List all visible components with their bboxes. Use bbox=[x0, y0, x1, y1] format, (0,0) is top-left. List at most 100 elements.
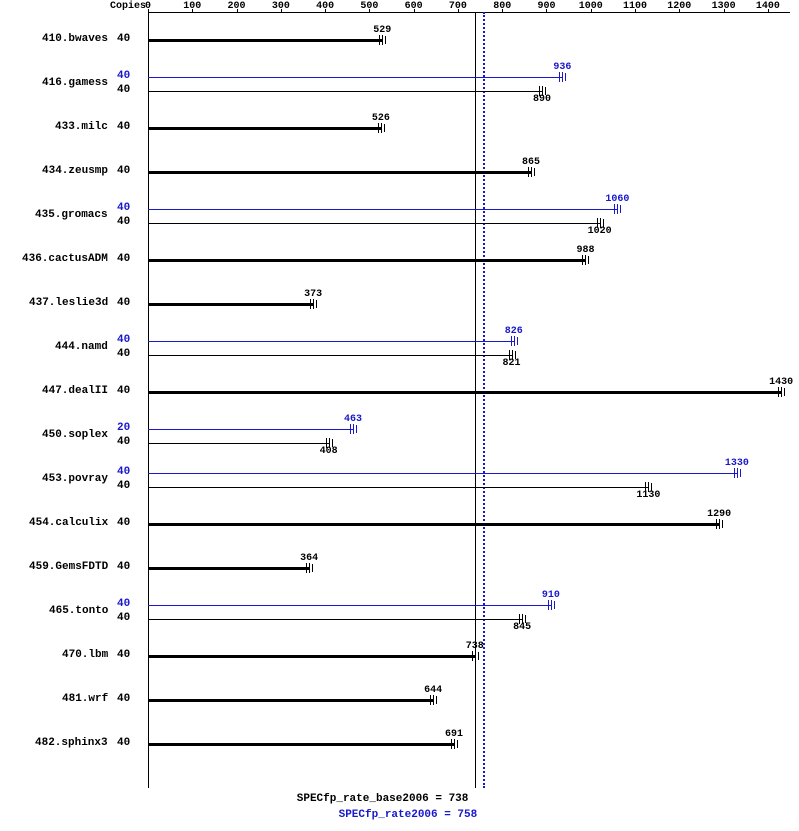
bar-end-tick bbox=[614, 204, 615, 214]
bar-end-tick bbox=[356, 425, 357, 433]
copies-value: 40 bbox=[117, 518, 130, 529]
bar bbox=[148, 91, 542, 92]
reference-connector bbox=[475, 788, 476, 804]
bar-end-tick bbox=[514, 336, 515, 346]
bar bbox=[148, 605, 551, 606]
bar bbox=[148, 443, 329, 444]
bar bbox=[148, 259, 585, 262]
benchmark-chart: Copies0100200300400500600700800900100011… bbox=[0, 0, 799, 831]
bar-end-tick bbox=[511, 336, 512, 346]
bar-end-tick bbox=[517, 337, 518, 345]
bar-value-label: 691 bbox=[445, 730, 463, 740]
benchmark-name: 481.wrf bbox=[62, 694, 108, 705]
bar-end-tick bbox=[617, 204, 618, 214]
bar-end-tick bbox=[562, 72, 563, 82]
bar-end-tick bbox=[554, 601, 555, 609]
bar-end-tick bbox=[313, 299, 314, 309]
copies-value: 40 bbox=[117, 650, 130, 661]
bar-end-tick bbox=[475, 651, 476, 661]
bar-end-tick bbox=[588, 256, 589, 264]
bar-value-label: 1060 bbox=[605, 195, 629, 205]
copies-value: 40 bbox=[117, 203, 130, 214]
benchmark-name: 454.calculix bbox=[29, 518, 108, 529]
bar-end-tick bbox=[472, 651, 473, 661]
benchmark-name: 470.lbm bbox=[62, 650, 108, 661]
bar bbox=[148, 341, 514, 342]
copies-value: 40 bbox=[117, 335, 130, 346]
bar-end-tick bbox=[528, 167, 529, 177]
copies-value: 40 bbox=[117, 166, 130, 177]
x-tick-label: 700 bbox=[449, 2, 467, 12]
benchmark-name: 437.leslie3d bbox=[29, 298, 108, 309]
copies-value: 40 bbox=[117, 254, 130, 265]
bar bbox=[148, 39, 382, 42]
benchmark-name: 435.gromacs bbox=[35, 210, 108, 221]
benchmark-name: 447.dealII bbox=[42, 386, 108, 397]
reference-line bbox=[475, 12, 476, 788]
benchmark-name: 444.namd bbox=[55, 342, 108, 353]
benchmark-name: 482.sphinx3 bbox=[35, 738, 108, 749]
benchmark-name: 450.soplex bbox=[42, 430, 108, 441]
bar-value-label: 845 bbox=[513, 623, 531, 633]
benchmark-name: 410.bwaves bbox=[42, 34, 108, 45]
bar bbox=[148, 655, 475, 658]
bar-end-tick bbox=[551, 600, 552, 610]
bar-end-tick bbox=[433, 695, 434, 705]
x-tick-label: 0 bbox=[145, 2, 151, 12]
bar-end-tick bbox=[384, 124, 385, 132]
bar-end-tick bbox=[582, 255, 583, 265]
x-axis-line bbox=[148, 12, 790, 13]
copies-value: 20 bbox=[117, 423, 130, 434]
bar bbox=[148, 355, 512, 356]
bar bbox=[148, 209, 617, 210]
bar-value-label: 373 bbox=[304, 290, 322, 300]
bar-end-tick bbox=[740, 469, 741, 477]
benchmark-name: 436.cactusADM bbox=[22, 254, 108, 265]
copies-value: 40 bbox=[117, 467, 130, 478]
copies-value: 40 bbox=[117, 217, 130, 228]
x-tick-label: 1100 bbox=[623, 2, 647, 12]
copies-value: 40 bbox=[117, 71, 130, 82]
reference-connector bbox=[484, 788, 485, 820]
bar-end-tick bbox=[385, 36, 386, 44]
bar bbox=[148, 303, 313, 306]
bar bbox=[148, 77, 562, 78]
bar bbox=[148, 127, 381, 130]
bar-value-label: 738 bbox=[466, 642, 484, 652]
benchmark-name: 434.zeusmp bbox=[42, 166, 108, 177]
bar-value-label: 463 bbox=[344, 415, 362, 425]
bar bbox=[148, 429, 353, 430]
bar-end-tick bbox=[451, 739, 452, 749]
benchmark-name: 459.GemsFDTD bbox=[29, 562, 108, 573]
benchmark-name: 453.povray bbox=[42, 474, 108, 485]
copies-value: 40 bbox=[117, 694, 130, 705]
bar-value-label: 1130 bbox=[636, 491, 660, 501]
copies-value: 40 bbox=[117, 34, 130, 45]
bar-value-label: 526 bbox=[372, 114, 390, 124]
reference-label: SPECfp_rate2006 = 758 bbox=[339, 810, 478, 821]
bar-value-label: 826 bbox=[505, 327, 523, 337]
copies-value: 40 bbox=[117, 122, 130, 133]
copies-value: 40 bbox=[117, 437, 130, 448]
copies-value: 40 bbox=[117, 599, 130, 610]
bar bbox=[148, 391, 781, 394]
copies-value: 40 bbox=[117, 738, 130, 749]
bar-value-label: 1430 bbox=[769, 378, 793, 388]
bar-end-tick bbox=[585, 255, 586, 265]
bar-end-tick bbox=[454, 739, 455, 749]
bar bbox=[148, 567, 309, 570]
x-tick-label: 400 bbox=[316, 2, 334, 12]
bar-end-tick bbox=[565, 73, 566, 81]
bar-value-label: 644 bbox=[424, 686, 442, 696]
bar-value-label: 890 bbox=[533, 95, 551, 105]
benchmark-name: 433.milc bbox=[55, 122, 108, 133]
bar-end-tick bbox=[781, 387, 782, 397]
copies-value: 40 bbox=[117, 613, 130, 624]
x-tick-label: 1400 bbox=[756, 2, 780, 12]
bar-end-tick bbox=[478, 652, 479, 660]
bar-end-tick bbox=[436, 696, 437, 704]
x-tick-label: 500 bbox=[360, 2, 378, 12]
bar bbox=[148, 743, 454, 746]
x-tick-label: 1200 bbox=[667, 2, 691, 12]
copies-value: 40 bbox=[117, 349, 130, 360]
